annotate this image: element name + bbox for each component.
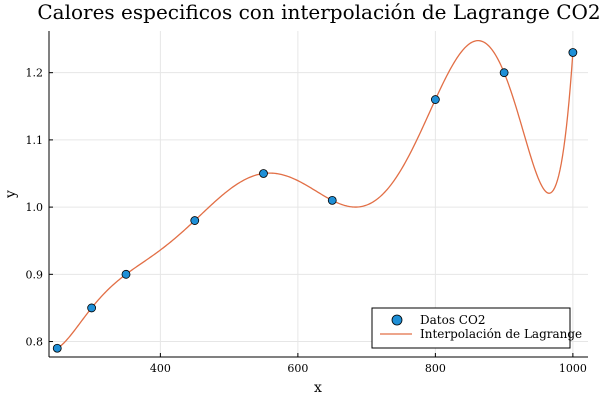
data-point [190, 216, 200, 225]
x-tick-label: 800 [425, 362, 446, 375]
y-tick-label: 1.0 [26, 201, 44, 214]
x-tick-label: 400 [150, 362, 171, 375]
data-point [327, 195, 337, 205]
data-point [259, 169, 268, 178]
y-tick-label: 1.1 [26, 134, 44, 147]
series-interpolation [56, 40, 574, 349]
legend-label-datos: Datos CO2 [420, 313, 485, 327]
data-point [87, 303, 97, 313]
x-tick-label: 1000 [559, 362, 587, 375]
x-tick-label: 600 [287, 362, 308, 375]
grid-lines [49, 31, 588, 357]
data-point [121, 269, 131, 279]
y-tick-label: 0.8 [26, 336, 44, 349]
legend: Datos CO2 Interpolación de Lagrange [371, 307, 582, 349]
legend-marker-datos [391, 314, 403, 326]
legend-box [371, 307, 571, 349]
y-axis-ticks: 0.8 0.9 1.0 1.1 1.2 [26, 67, 53, 349]
chart-title: Calores especificos con interpolación de… [37, 0, 600, 24]
data-point [568, 48, 578, 57]
series-data-points [52, 48, 578, 353]
x-axis-ticks: 400 600 800 1000 [150, 353, 587, 375]
interpolation-line [56, 40, 574, 349]
axes [48, 31, 588, 358]
y-axis-label: y [3, 190, 19, 199]
y-tick-label: 1.2 [26, 67, 44, 80]
data-point [430, 95, 440, 104]
legend-label-interpolacion: Interpolación de Lagrange [420, 327, 582, 341]
data-point [499, 68, 509, 78]
x-axis-label: x [314, 380, 322, 396]
y-tick-label: 0.9 [26, 268, 44, 281]
data-point [52, 343, 62, 353]
